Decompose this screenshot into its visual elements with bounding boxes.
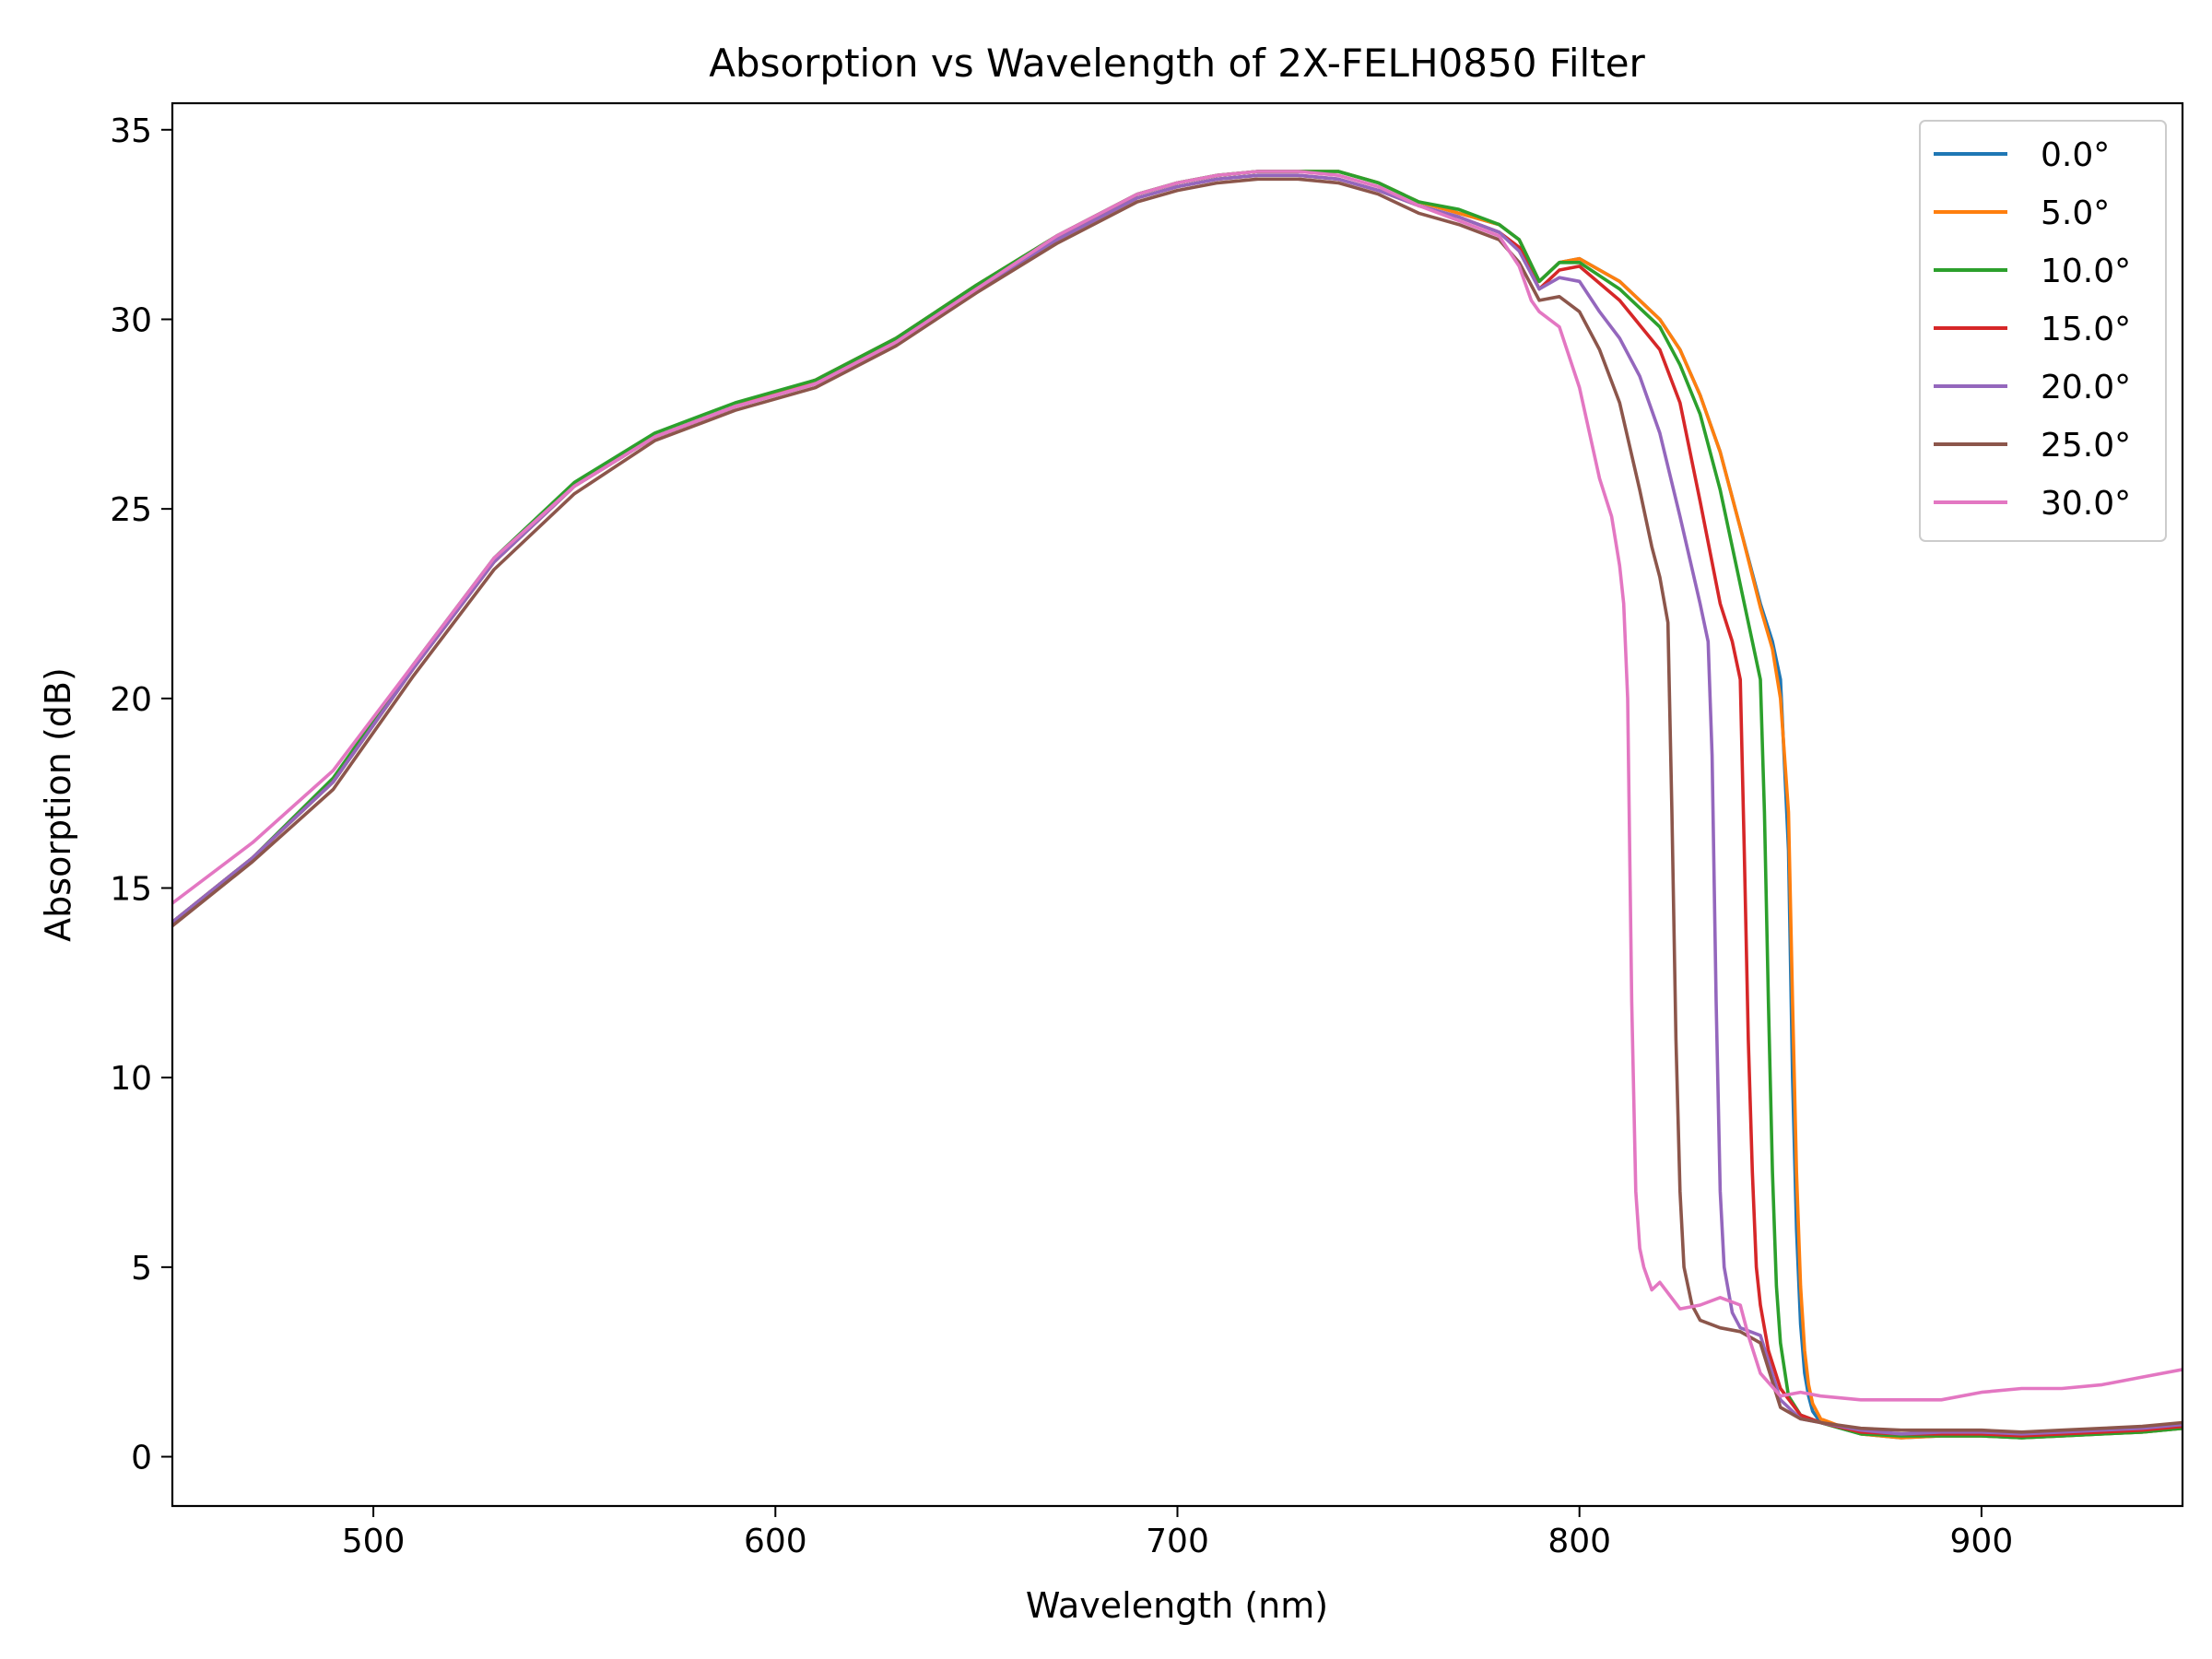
legend-box [1919,120,2167,542]
x-tick-label: 900 [1950,1523,2014,1560]
x-axis-label: Wavelength (nm) [1026,1585,1328,1626]
x-tick-label: 700 [1146,1523,1209,1560]
y-tick-label: 30 [110,301,152,339]
series-layer [172,170,2183,1440]
y-axis-label: Absorption (dB) [38,667,78,942]
legend-label-0: 0.0° [2041,136,2110,174]
y-tick-label: 35 [110,112,152,150]
legend-label-5: 25.0° [2041,427,2131,465]
y-tick-label: 5 [131,1250,152,1288]
y-tick-label: 0 [131,1440,152,1477]
legend: 0.0° 5.0° 10.0° 15.0° 20.0° 25.0° 30.0° [1919,120,2167,542]
legend-label-6: 30.0° [2041,485,2131,523]
y-tick-label: 10 [110,1060,152,1098]
series-line-5 [172,177,2183,1434]
x-tick-label: 600 [744,1523,807,1560]
chart-title: Absorption vs Wavelength of 2X-FELH0850 … [709,41,1645,86]
legend-label-2: 10.0° [2041,253,2131,290]
y-tick-label: 15 [110,870,152,908]
legend-label-3: 15.0° [2041,311,2131,348]
x-tick-label: 500 [342,1523,406,1560]
x-axis: 500 600 700 800 900 [342,1506,2014,1560]
y-tick-label: 25 [110,491,152,529]
y-axis: 0 5 10 15 20 25 30 35 [110,112,172,1477]
series-line-6 [172,170,2183,1402]
legend-label-1: 5.0° [2041,194,2110,232]
x-tick-label: 800 [1547,1523,1611,1560]
y-tick-label: 20 [110,681,152,719]
legend-label-4: 20.0° [2041,369,2131,406]
